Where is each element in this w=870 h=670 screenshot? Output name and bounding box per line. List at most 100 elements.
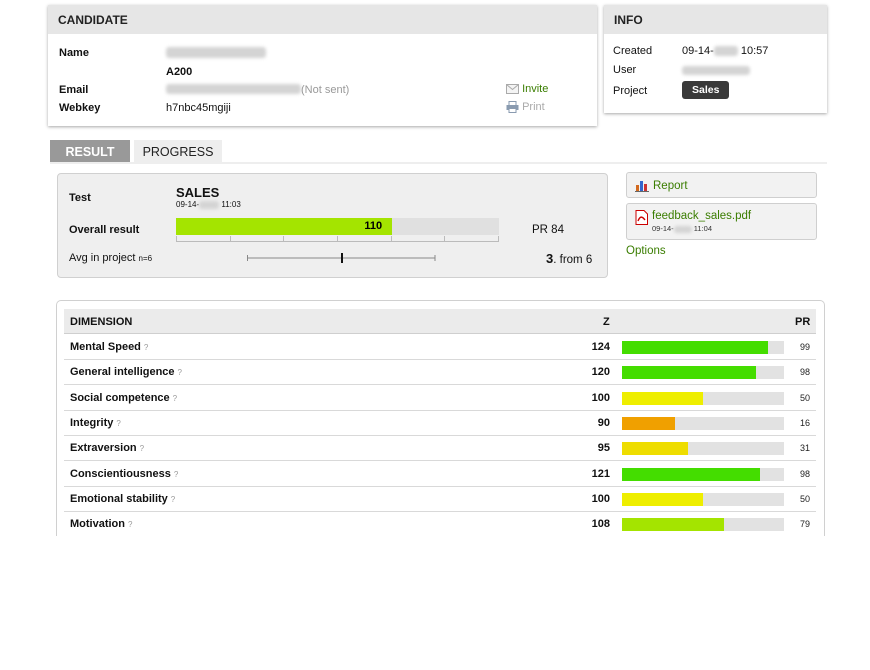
invite-link[interactable]: Invite <box>506 83 548 95</box>
help-icon[interactable]: ? <box>139 444 145 454</box>
table-row[interactable]: Emotional stability? 100 50 <box>64 487 816 512</box>
report-button[interactable]: Report <box>626 172 817 198</box>
scale-tick <box>498 236 499 242</box>
table-row[interactable]: Conscientiousness? 121 98 <box>64 462 816 487</box>
table-row[interactable]: Integrity? 90 16 <box>64 411 816 436</box>
dimensions-table-header: DIMENSION Z PR <box>64 309 816 334</box>
created-label: Created <box>613 45 653 57</box>
printer-icon <box>506 101 519 114</box>
dimension-bar <box>622 366 784 380</box>
candidate-panel: CANDIDATE Name A200 Email (Not sent) Inv… <box>48 5 597 126</box>
webkey-value: h7nbc45mgiji <box>166 102 231 114</box>
header-dimension: DIMENSION <box>70 316 133 328</box>
project-label: Project <box>613 85 648 97</box>
feedback-file-name: feedback_sales.pdf <box>652 210 752 222</box>
overall-scale-ticks <box>176 236 499 242</box>
dimension-label: Social competence <box>70 391 170 404</box>
user-value-redacted <box>682 64 750 76</box>
dimension-pr: 98 <box>799 468 810 479</box>
dimension-name: Social competence? <box>70 392 177 404</box>
header-z: Z <box>603 316 610 328</box>
invite-label: Invite <box>522 83 549 95</box>
dimension-label: Motivation <box>70 518 125 531</box>
created-value: 09-14- 10:57 <box>682 45 768 57</box>
dimension-label: Mental Speed <box>70 341 141 353</box>
email-label: Email <box>59 84 89 96</box>
webkey-label: Webkey <box>59 102 101 114</box>
dimension-label: Emotional stability <box>70 492 168 505</box>
table-row[interactable]: Motivation? 108 79 <box>64 512 816 538</box>
scale-tick <box>176 236 177 242</box>
test-label: Test <box>69 192 91 204</box>
dimension-name: Extraversion? <box>70 442 144 454</box>
avg-n: n=6 <box>138 254 153 263</box>
scale-tick <box>283 236 285 242</box>
test-date: 09-14- 11:03 <box>176 200 241 209</box>
scale-tick <box>444 236 446 242</box>
overall-result-fill <box>176 218 393 235</box>
overall-result-value: 110 <box>364 220 383 232</box>
candidate-code: A200 <box>166 66 193 78</box>
table-row[interactable]: Extraversion? 95 31 <box>64 436 816 462</box>
dimension-bar <box>622 492 784 506</box>
print-link[interactable]: Print <box>506 101 545 114</box>
dimension-pr: 98 <box>799 367 810 378</box>
dimension-name: Integrity? <box>70 417 121 429</box>
avg-range-indicator <box>247 253 436 263</box>
table-row[interactable]: Mental Speed? 124 99 <box>64 335 816 360</box>
feedback-file-button[interactable]: feedback_sales.pdf 09-14- 11:04 <box>626 203 817 240</box>
help-icon[interactable]: ? <box>173 469 179 479</box>
created-time: 10:57 <box>740 45 769 57</box>
name-label: Name <box>59 47 89 59</box>
user-label: User <box>613 64 637 76</box>
dimension-bar <box>622 341 784 354</box>
dimension-label: Conscientiousness <box>70 467 171 480</box>
dimension-bar-fill <box>622 467 760 481</box>
overall-result-bar: 110 <box>176 218 499 235</box>
dimension-label: Integrity <box>70 416 114 429</box>
dimension-name: Motivation? <box>70 518 132 530</box>
scale-tick <box>229 236 231 242</box>
dimension-bar-fill <box>622 442 689 456</box>
dimension-bar-fill <box>622 341 768 354</box>
rank-value: 3 <box>546 251 554 266</box>
help-icon[interactable]: ? <box>177 368 182 378</box>
dimension-label: Extraversion <box>70 442 137 455</box>
dimension-z-score: 95 <box>597 442 610 455</box>
help-icon[interactable]: ? <box>116 418 121 428</box>
dimension-label: General intelligence <box>70 366 175 379</box>
file-time: 11:04 <box>693 224 712 233</box>
dimension-z-score: 120 <box>591 366 610 379</box>
info-panel: INFO Created 09-14- 10:57 User Project S… <box>604 5 827 113</box>
dimension-name: Emotional stability? <box>70 493 175 505</box>
options-link[interactable]: Options <box>626 245 666 257</box>
result-summary: Test SALES 09-14- 11:03 Overall result 1… <box>57 173 608 278</box>
dimension-name: Conscientiousness? <box>70 468 178 480</box>
help-icon[interactable]: ? <box>128 520 133 530</box>
dimension-bar <box>622 442 784 456</box>
dimensions-panel <box>56 300 825 560</box>
help-icon[interactable]: ? <box>170 494 176 504</box>
blank-area <box>0 536 870 670</box>
project-badge[interactable]: Sales <box>682 81 730 99</box>
dimension-bar <box>622 391 784 405</box>
tab-result[interactable]: RESULT <box>50 140 130 163</box>
bar-chart-icon <box>635 181 649 192</box>
dimension-bar-fill <box>622 416 676 430</box>
envelope-icon <box>506 84 519 95</box>
table-row[interactable]: General intelligence? 120 98 <box>64 360 816 386</box>
dimension-z-score: 100 <box>591 391 610 404</box>
dimension-pr: 50 <box>799 392 810 403</box>
dimension-pr: 31 <box>799 443 810 454</box>
dimension-name: General intelligence? <box>70 366 182 378</box>
test-time: 11:03 <box>221 200 241 209</box>
candidate-header: CANDIDATE <box>48 5 597 34</box>
dimension-pr: 50 <box>799 493 810 504</box>
tab-progress[interactable]: PROGRESS <box>134 140 222 163</box>
dimension-bar-fill <box>622 492 703 506</box>
table-row[interactable]: Social competence? 100 50 <box>64 386 816 411</box>
project-value: Sales <box>682 81 730 99</box>
help-icon[interactable]: ? <box>143 343 149 352</box>
pr-value: PR 84 <box>532 224 564 236</box>
help-icon[interactable]: ? <box>172 393 178 403</box>
